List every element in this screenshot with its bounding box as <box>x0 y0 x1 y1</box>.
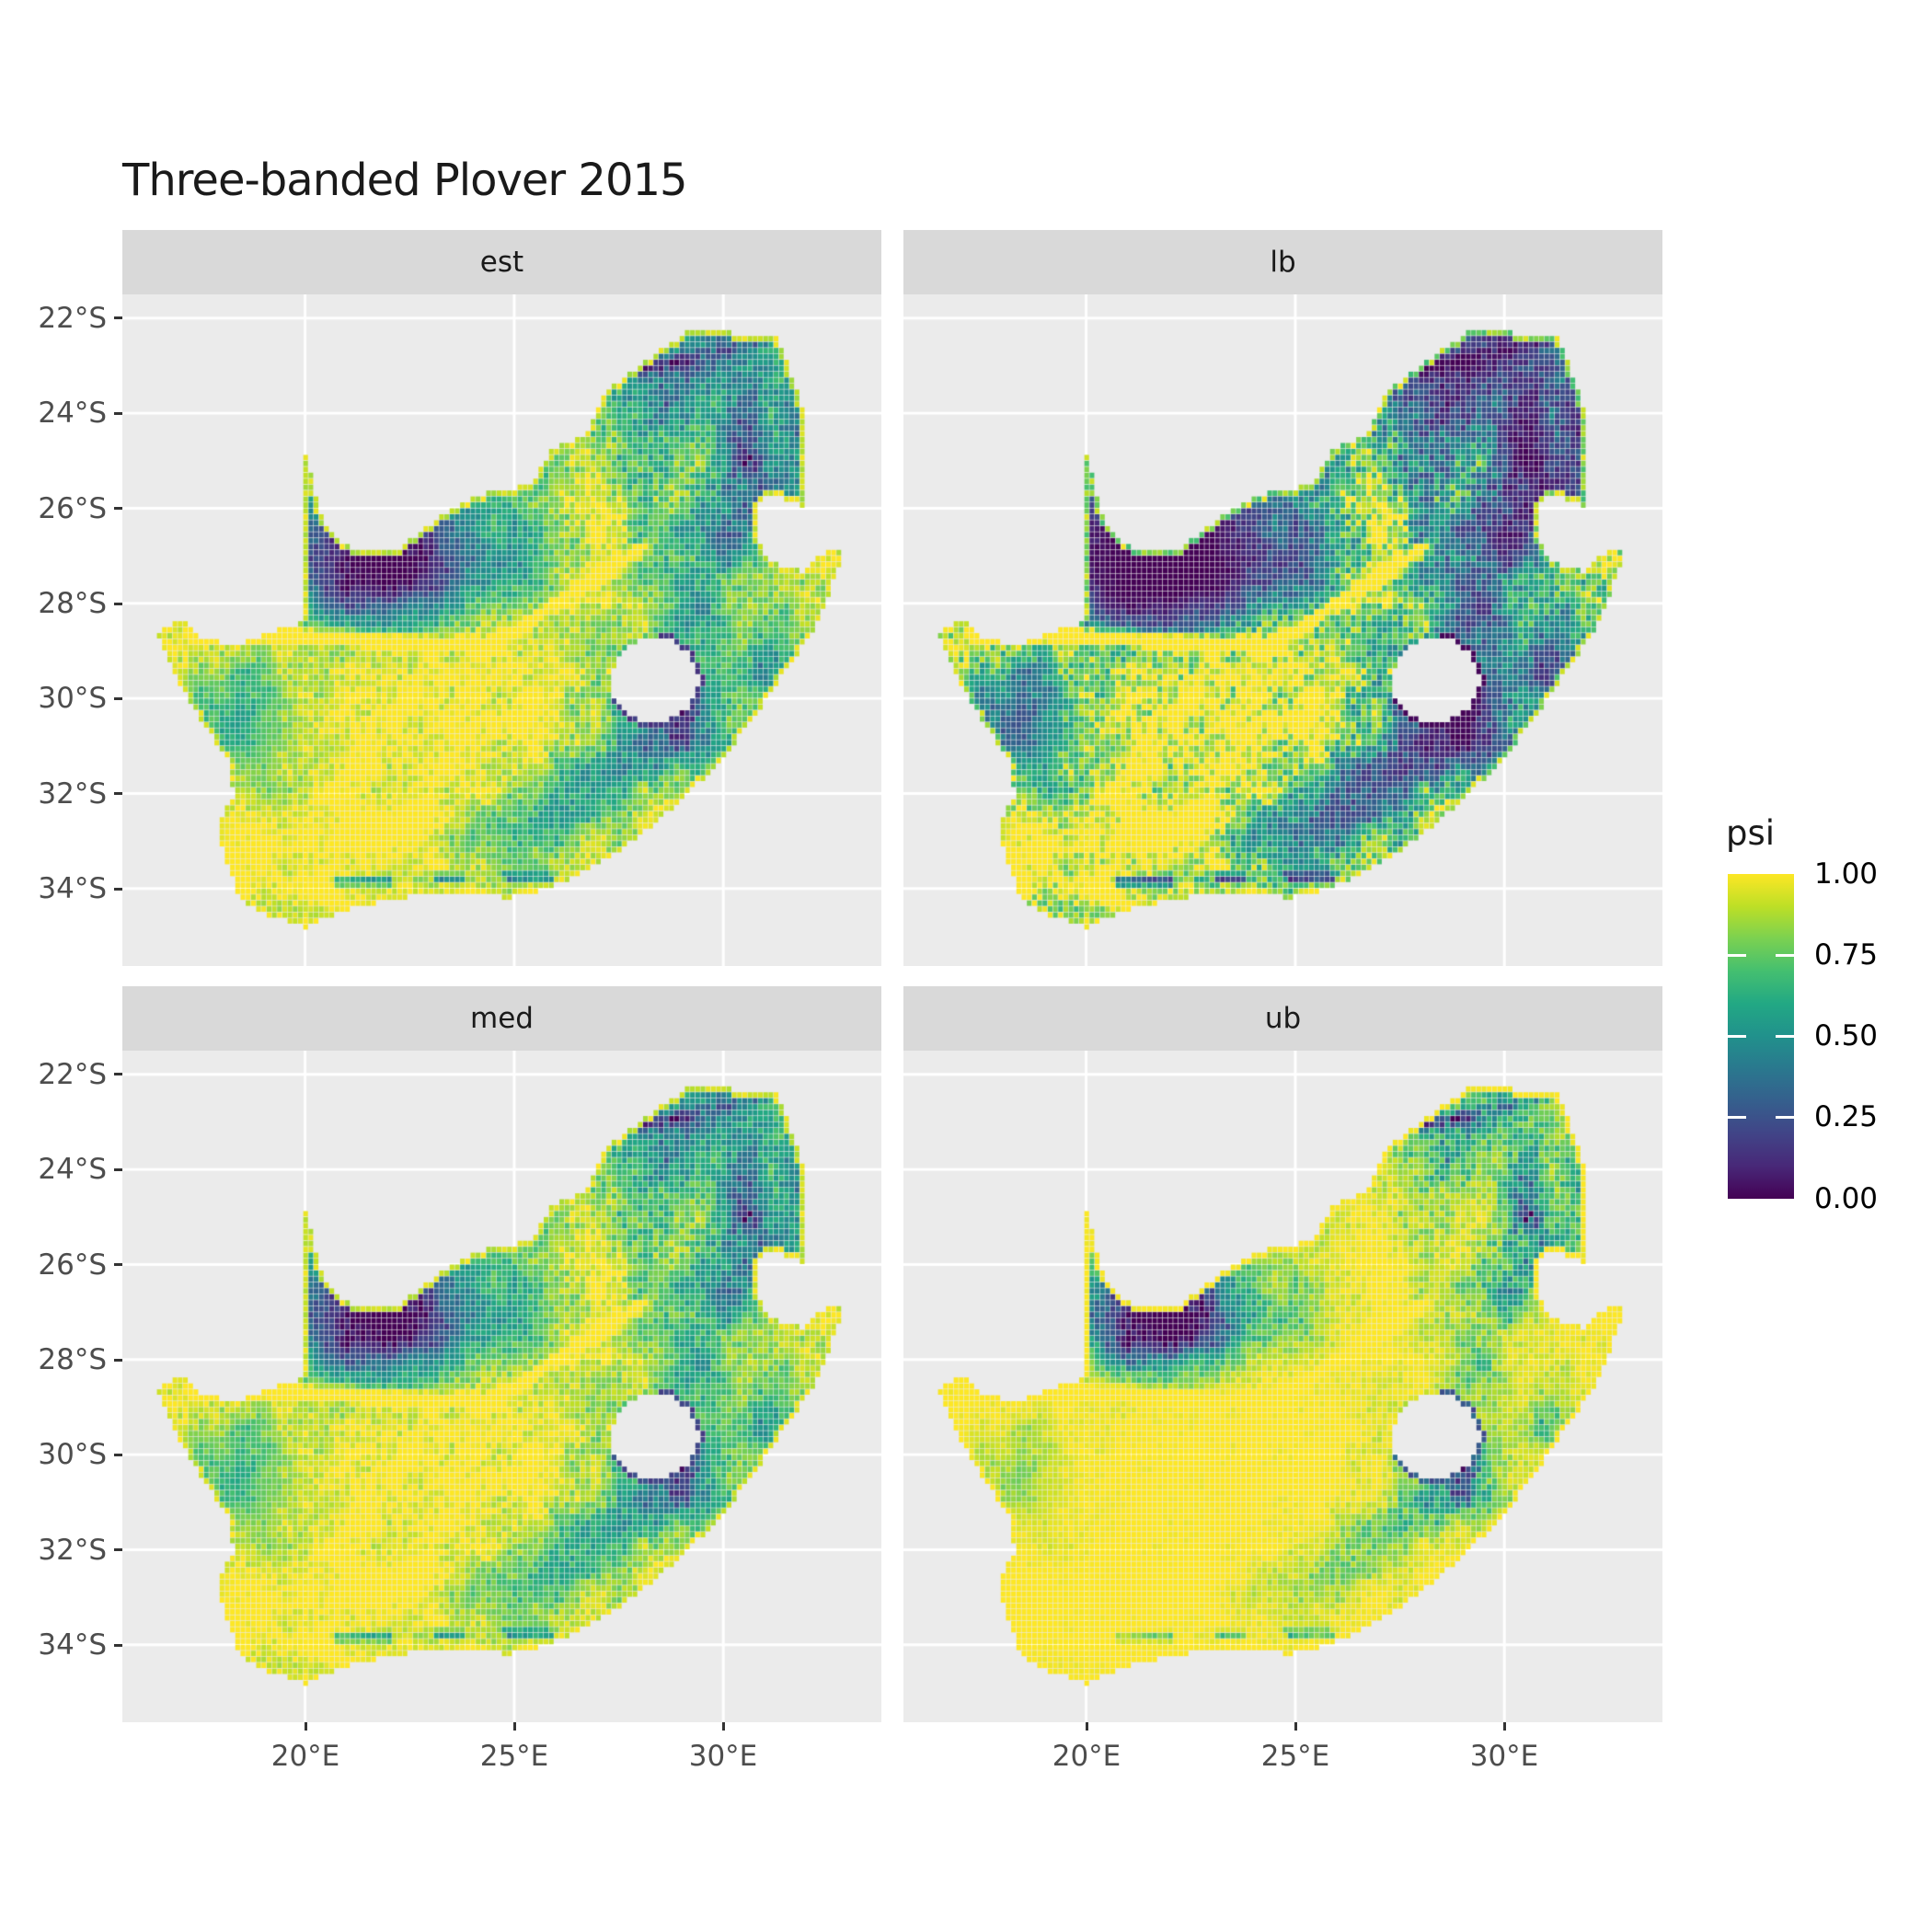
y-tick <box>114 1644 122 1647</box>
y-tick <box>114 1454 122 1456</box>
y-tick <box>114 1359 122 1362</box>
y-tick <box>114 888 122 891</box>
x-tick <box>1086 1722 1088 1731</box>
x-axis-label: 25°E <box>1260 1740 1330 1773</box>
facet-strip-est: est <box>122 230 881 294</box>
y-tick <box>114 1168 122 1171</box>
y-tick <box>114 697 122 700</box>
x-tick <box>1294 1722 1297 1731</box>
legend-notch <box>1728 1116 1746 1119</box>
facet-strip-med: med <box>122 986 881 1051</box>
y-axis-label: 32°S <box>38 777 107 811</box>
x-tick <box>305 1722 307 1731</box>
legend-notch <box>1776 1035 1794 1038</box>
x-axis-label: 25°E <box>479 1740 549 1773</box>
y-axis-label: 28°S <box>38 1343 107 1376</box>
y-axis-label: 34°S <box>38 1628 107 1662</box>
x-axis-label: 30°E <box>1469 1740 1539 1773</box>
legend-label: 0.50 <box>1814 1019 1879 1052</box>
legend-notch <box>1776 1116 1794 1119</box>
x-axis-label: 20°E <box>1052 1740 1121 1773</box>
y-tick <box>114 792 122 795</box>
map-panel-med <box>122 1051 881 1722</box>
y-tick <box>114 1263 122 1266</box>
y-tick <box>114 412 122 415</box>
legend-label: 1.00 <box>1814 857 1879 891</box>
y-axis-label: 24°S <box>38 397 107 430</box>
y-tick <box>114 1548 122 1551</box>
y-axis-label: 32°S <box>38 1534 107 1567</box>
x-tick <box>722 1722 725 1731</box>
facet-strip-lb: lb <box>903 230 1662 294</box>
y-tick <box>114 603 122 605</box>
map-panel-lb <box>903 294 1662 966</box>
legend-notch <box>1728 954 1746 957</box>
x-axis-label: 30°E <box>688 1740 758 1773</box>
map-canvas-med <box>122 1051 881 1722</box>
facet-strip-label: med <box>470 1002 534 1035</box>
legend-label: 0.00 <box>1814 1182 1879 1215</box>
x-tick <box>513 1722 516 1731</box>
map-canvas-est <box>122 294 881 966</box>
y-tick <box>114 316 122 319</box>
legend-label: 0.75 <box>1814 938 1879 972</box>
y-axis-label: 22°S <box>38 1058 107 1091</box>
legend-notch <box>1776 954 1794 957</box>
y-axis-label: 30°S <box>38 682 107 715</box>
legend-label: 0.25 <box>1814 1100 1879 1133</box>
legend-notch <box>1728 1035 1746 1038</box>
y-axis-label: 30°S <box>38 1438 107 1471</box>
facet-strip-ub: ub <box>903 986 1662 1051</box>
y-tick <box>114 1073 122 1075</box>
facet-strip-label: ub <box>1264 1002 1302 1035</box>
map-panel-est <box>122 294 881 966</box>
map-panel-ub <box>903 1051 1662 1722</box>
x-tick <box>1503 1722 1506 1731</box>
y-tick <box>114 507 122 510</box>
y-axis-label: 22°S <box>38 302 107 335</box>
x-axis-label: 20°E <box>270 1740 340 1773</box>
y-axis-label: 26°S <box>38 1248 107 1282</box>
y-axis-label: 34°S <box>38 872 107 905</box>
map-canvas-lb <box>903 294 1662 966</box>
plot-title: Three-banded Plover 2015 <box>122 155 688 206</box>
y-axis-label: 26°S <box>38 492 107 525</box>
y-axis-label: 24°S <box>38 1153 107 1186</box>
map-canvas-ub <box>903 1051 1662 1722</box>
facet-strip-label: lb <box>1270 246 1296 279</box>
legend-title: psi <box>1726 813 1776 853</box>
facet-strip-label: est <box>479 246 524 279</box>
y-axis-label: 28°S <box>38 587 107 620</box>
